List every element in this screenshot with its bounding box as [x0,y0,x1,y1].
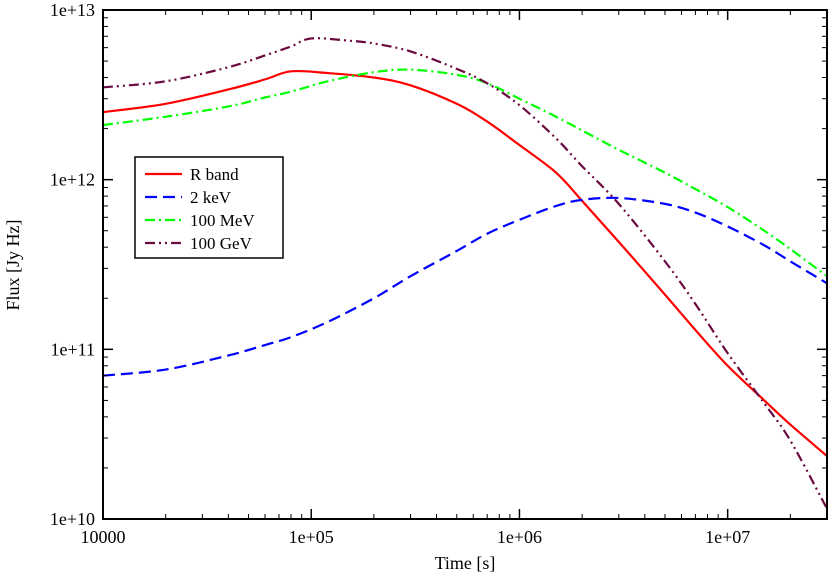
ticks-layer: 10000 1e+05 1e+06 1e+07 1e+10 1e+11 1e+12 1e+13 [50,0,827,547]
x-axis-title: Time [s] [435,553,496,573]
series-line-r-band [103,69,827,457]
legend-label: 100 GeV [190,234,253,253]
legend-label: 2 keV [190,188,232,207]
y-axis-title: Flux [Jy Hz] [3,220,23,311]
y-tick-label: 1e+11 [51,339,95,359]
plot-frame [102,9,828,520]
series-layer [103,37,827,510]
y-tick-label: 1e+13 [50,0,95,20]
legend-label: R band [190,165,239,184]
y-tick-label: 1e+10 [50,509,95,529]
x-tick-label: 1e+07 [705,527,750,547]
series-line-100-gev [103,37,827,510]
y-tick-label: 1e+12 [50,170,95,190]
x-tick-label: 1e+06 [497,527,542,547]
x-tick-label: 10000 [81,527,126,547]
legend: R band 2 keV 100 MeV 100 GeV [134,156,284,259]
series-line-2-kev [103,196,827,377]
legend-label: 100 MeV [190,211,255,230]
x-tick-label: 1e+05 [289,527,334,547]
series-line-100-mev [103,68,827,278]
